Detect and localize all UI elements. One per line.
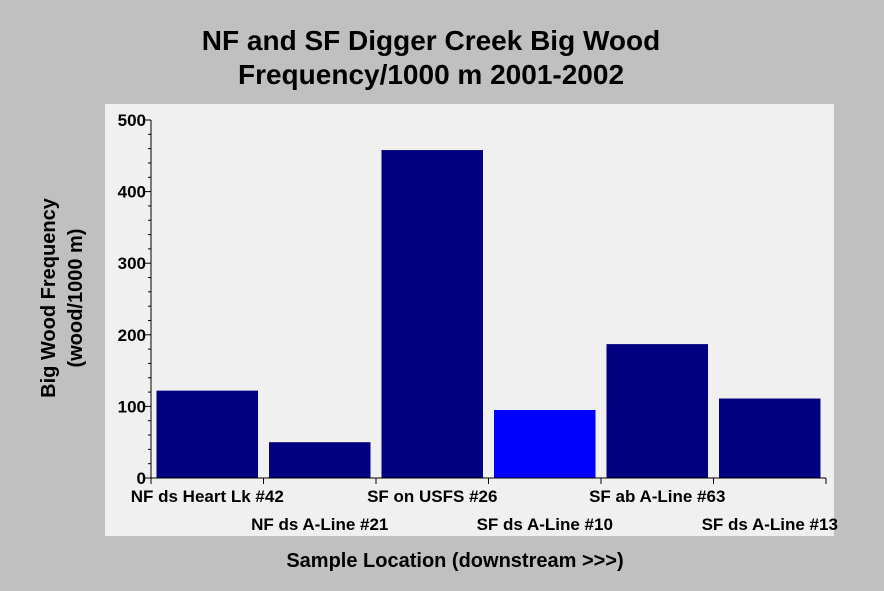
chart-title: NF and SF Digger Creek Big Wood bbox=[202, 25, 660, 56]
bar-3 bbox=[381, 150, 483, 478]
bar-6 bbox=[719, 398, 821, 478]
x-category-label: SF on USFS #26 bbox=[367, 487, 497, 506]
x-axis-title: Sample Location (downstream >>>) bbox=[286, 550, 623, 572]
x-category-label: SF ab A-Line #63 bbox=[589, 487, 725, 506]
x-axis: NF ds Heart Lk #42 NF ds A-Line #21 SF on … bbox=[131, 477, 838, 534]
x-category-label: SF ds A-Line #13 bbox=[702, 515, 838, 534]
y-axis-title-line2: (wood/1000 m) bbox=[65, 229, 87, 368]
y-tick-label: 300 bbox=[118, 254, 146, 273]
chart-subtitle: Frequency/1000 m 2001-2002 bbox=[238, 59, 624, 90]
x-category-label: SF ds A-Line #10 bbox=[477, 515, 613, 534]
x-category-label: NF ds Heart Lk #42 bbox=[131, 487, 284, 506]
y-tick-label: 200 bbox=[118, 326, 146, 345]
y-tick-label: 500 bbox=[118, 111, 146, 130]
y-tick-label: 0 bbox=[137, 469, 146, 488]
bars-group bbox=[156, 150, 821, 478]
bar-1 bbox=[156, 390, 258, 478]
bar-4 bbox=[494, 409, 596, 478]
x-category-label: NF ds A-Line #21 bbox=[251, 515, 388, 534]
bar-2 bbox=[269, 442, 371, 478]
bar-5 bbox=[606, 344, 708, 478]
y-axis-title-line1: Big Wood Frequency bbox=[38, 197, 60, 398]
y-tick-label: 100 bbox=[118, 397, 146, 416]
y-axis: 0 100 200 300 400 500 bbox=[118, 111, 152, 488]
y-tick-label: 400 bbox=[118, 183, 146, 202]
y-axis-title: Big Wood Frequency (wood/1000 m) bbox=[38, 197, 87, 398]
